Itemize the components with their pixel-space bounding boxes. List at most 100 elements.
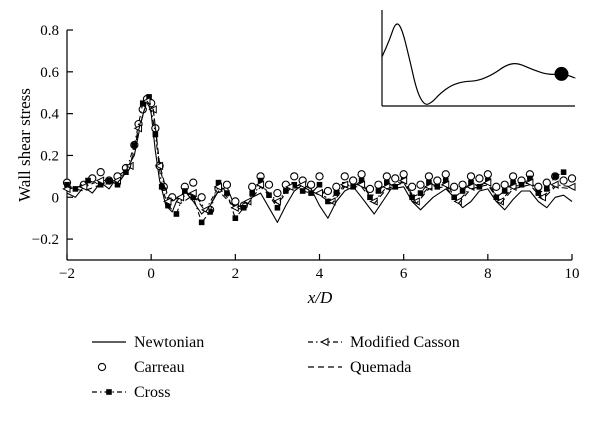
data-point-cross: [384, 179, 390, 186]
data-point-carreau: [96, 168, 105, 177]
x-tick-label: −2: [59, 266, 75, 282]
data-point-carreau: [416, 180, 425, 189]
data-point-cross: [291, 181, 298, 188]
legend-label: Quemada: [350, 359, 411, 376]
data-point-carreau: [189, 178, 198, 187]
data-point-carreau: [433, 176, 442, 185]
data-point-carreau: [306, 180, 316, 189]
data-point-modified-casson: [495, 197, 504, 206]
data-point-modified-casson: [440, 180, 450, 189]
data-point-cross: [476, 184, 483, 190]
data-point-cross: [543, 186, 550, 192]
data-point-modified-casson: [314, 188, 323, 198]
data-point-cross: [308, 190, 314, 196]
data-point-cross: [198, 219, 205, 226]
y-tick-label: 0.2: [40, 148, 59, 164]
data-point-carreau: [315, 172, 324, 181]
inset-curve: [381, 23, 576, 105]
legend-label: Cross: [134, 384, 170, 401]
data-point-modified-casson: [255, 180, 265, 189]
inset-plot: [381, 10, 576, 107]
data-point-carreau: [340, 172, 349, 181]
data-point-cross: [152, 131, 159, 138]
data-point-cross: [375, 188, 382, 194]
y-tick-label: 0.6: [40, 65, 59, 81]
legend: Newtonian Carreau Cross Modified Casson Quem…: [92, 334, 460, 401]
data-point-carreau: [424, 172, 434, 181]
data-point-carreau: [458, 180, 467, 189]
data-point-cross: [72, 186, 79, 192]
data-point-cross: [274, 204, 281, 211]
legend-item-carreau: Carreau: [97, 359, 185, 376]
data-point-carreau: [197, 193, 206, 202]
data-point-modified-casson: [78, 182, 88, 192]
data-point-cross: [190, 194, 197, 201]
data-point-carreau: [508, 172, 518, 181]
data-point-cross: [207, 209, 213, 215]
series-layer: [62, 94, 577, 226]
data-point-carreau: [567, 174, 577, 183]
data-point-cross: [316, 181, 323, 188]
x-tick-label: 4: [316, 266, 324, 282]
legend-swatch-marker: [320, 337, 329, 347]
legend-label: Newtonian: [134, 334, 204, 351]
legend-item-cross: Cross: [92, 384, 170, 401]
x-tick-label: 8: [484, 266, 492, 282]
data-point-carreau: [332, 182, 341, 191]
data-point-cross: [85, 177, 91, 184]
data-point-modified-casson: [188, 188, 197, 198]
data-point-cross: [501, 188, 508, 194]
data-point-modified-casson: [154, 161, 164, 171]
data-point-modified-casson: [175, 193, 185, 202]
data-point-modified-casson: [453, 197, 462, 206]
data-point-cross: [64, 181, 70, 188]
data-point-modified-casson: [398, 176, 408, 185]
data-point-carreau: [492, 182, 501, 191]
data-point-carreau: [466, 172, 476, 181]
data-point-cross: [468, 179, 474, 186]
data-point-cross: [224, 190, 230, 196]
data-point-cross: [417, 190, 424, 196]
x-tick-label: 0: [147, 266, 155, 282]
data-point-modified-casson: [356, 180, 366, 189]
data-point-cross: [442, 177, 449, 184]
data-point-carreau: [542, 178, 551, 187]
data-point-carreau: [382, 172, 391, 181]
data-point-modified-casson: [163, 197, 172, 206]
data-point-carreau: [391, 174, 400, 183]
data-point-cross: [527, 175, 533, 182]
data-point-carreau: [222, 180, 232, 189]
data-point-carreau: [264, 180, 274, 189]
data-point-carreau: [441, 170, 450, 179]
data-point-cross: [158, 184, 165, 190]
legend-swatch-marker: [97, 362, 107, 372]
data-point-carreau: [475, 174, 484, 183]
y-axis-title: Wall shear stress: [15, 88, 34, 202]
data-point-modified-casson: [297, 180, 307, 189]
data-point-modified-casson: [567, 182, 576, 192]
data-point-cross: [146, 94, 152, 100]
data-point-cross: [257, 177, 264, 184]
data-point-cross: [535, 190, 542, 196]
axis-ticks: [66, 29, 573, 260]
data-point-carreau: [483, 170, 492, 179]
inset-location-marker: [554, 66, 569, 81]
data-point-carreau: [374, 180, 383, 189]
data-point-cross: [215, 179, 222, 186]
series-line-cross: [66, 96, 564, 223]
data-point-carreau: [450, 182, 459, 191]
data-point-cross: [114, 181, 121, 188]
data-point-cross: [173, 211, 180, 217]
data-point-modified-casson: [95, 176, 105, 185]
data-point-carreau: [273, 188, 282, 198]
data-point-modified-casson: [200, 205, 210, 215]
data-point-modified-casson: [213, 182, 222, 192]
data-point-cross: [232, 215, 239, 221]
data-point-cross: [358, 177, 365, 184]
data-point-carreau: [407, 182, 417, 191]
data-point-cross: [139, 100, 146, 106]
data-point-cross: [299, 188, 306, 194]
data-point-cross: [552, 173, 558, 180]
data-point-cross: [249, 190, 255, 196]
